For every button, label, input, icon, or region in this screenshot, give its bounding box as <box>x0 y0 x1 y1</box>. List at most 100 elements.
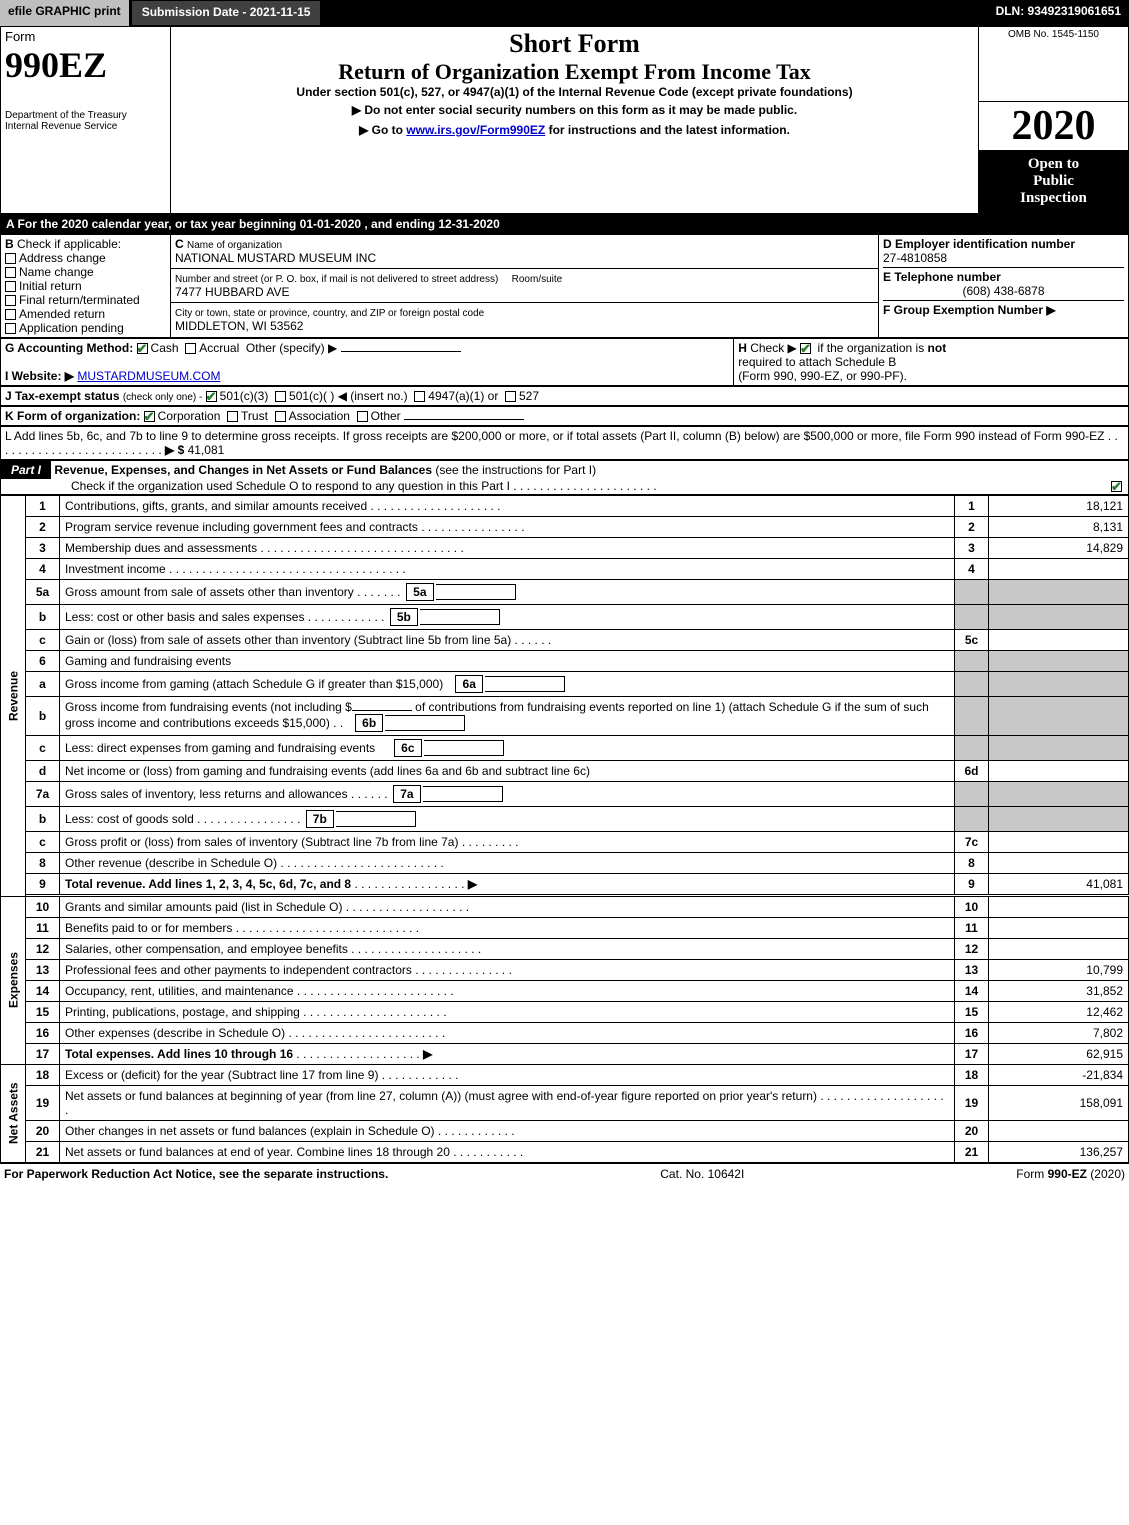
checkbox-app-pending[interactable] <box>5 323 16 334</box>
checkbox-final-return[interactable] <box>5 295 16 306</box>
checkbox-name-change[interactable] <box>5 267 16 278</box>
box-e-label: E Telephone number <box>883 270 1001 284</box>
addr-label: Number and street (or P. O. box, if mail… <box>175 274 498 285</box>
line18-num: 18 <box>26 1064 60 1085</box>
org-name: NATIONAL MUSTARD MUSEUM INC <box>175 251 376 265</box>
other-org-input[interactable] <box>404 419 524 420</box>
line14-text: Occupancy, rent, utilities, and maintena… <box>60 980 955 1001</box>
checkbox-corporation[interactable] <box>144 411 155 422</box>
lbl-501c3: 501(c)(3) <box>220 389 269 403</box>
checkbox-address-change[interactable] <box>5 253 16 264</box>
line10-amt <box>989 896 1129 917</box>
line2-num: 2 <box>26 516 60 537</box>
line17-num: 17 <box>26 1043 60 1064</box>
efile-print-button[interactable]: efile GRAPHIC print <box>0 0 131 26</box>
checkbox-schedule-o-part1[interactable] <box>1111 481 1122 492</box>
line19-amt: 158,091 <box>989 1085 1129 1120</box>
line4-col: 4 <box>955 558 989 579</box>
line6a-input[interactable] <box>485 676 565 692</box>
checkbox-amended-return[interactable] <box>5 309 16 320</box>
l-table: L Add lines 5b, 6c, and 7b to line 9 to … <box>0 426 1129 460</box>
line7a-input[interactable] <box>423 786 503 802</box>
open-line3: Inspection <box>985 190 1122 207</box>
line5b-input[interactable] <box>420 609 500 625</box>
box-k-label: K Form of organization: <box>5 409 140 423</box>
line6c-input[interactable] <box>424 740 504 756</box>
box-j-label: J Tax-exempt status <box>5 389 120 403</box>
line6a-col-shade <box>955 671 989 696</box>
line5a-sub: 5a <box>406 583 434 601</box>
checkbox-501c3[interactable] <box>206 391 217 402</box>
line9-num: 9 <box>26 873 60 894</box>
line7b-input[interactable] <box>336 811 416 827</box>
checkbox-cash[interactable] <box>137 343 148 354</box>
city-label: City or town, state or province, country… <box>175 308 484 319</box>
checkbox-527[interactable] <box>505 391 516 402</box>
line2-amt: 8,131 <box>989 516 1129 537</box>
line19-col: 19 <box>955 1085 989 1120</box>
other-specify-input[interactable] <box>341 351 461 352</box>
line7b-num: b <box>26 806 60 831</box>
short-form-title: Short Form <box>175 29 974 59</box>
checkbox-4947a1[interactable] <box>414 391 425 402</box>
topbar: efile GRAPHIC print Submission Date - 20… <box>0 0 1129 26</box>
gh-table: G Accounting Method: Cash Accrual Other … <box>0 338 1129 386</box>
line6b-contrib-input[interactable] <box>352 710 412 711</box>
line3-col: 3 <box>955 537 989 558</box>
header-table: Form 990EZ Department of the Treasury In… <box>0 26 1129 214</box>
entity-table: B Check if applicable: Address change Na… <box>0 234 1129 338</box>
line7c-text: Gross profit or (loss) from sales of inv… <box>60 831 955 852</box>
lbl-amended-return: Amended return <box>19 307 105 321</box>
checkbox-trust[interactable] <box>227 411 238 422</box>
line5c-col: 5c <box>955 629 989 650</box>
checkbox-association[interactable] <box>275 411 286 422</box>
line4-text: Investment income . . . . . . . . . . . … <box>60 558 955 579</box>
line18-amt: -21,834 <box>989 1064 1129 1085</box>
check-if-applicable: Check if applicable: <box>17 237 121 251</box>
line3-text: Membership dues and assessments . . . . … <box>60 537 955 558</box>
line5a-text: Gross amount from sale of assets other t… <box>60 579 955 604</box>
dln-label: DLN: 93492319061651 <box>988 0 1129 26</box>
irs-link[interactable]: www.irs.gov/Form990EZ <box>406 123 545 137</box>
website-link[interactable]: MUSTARDMUSEUM.COM <box>77 369 220 383</box>
line5b-num: b <box>26 604 60 629</box>
line5c-amt <box>989 629 1129 650</box>
line1-amt: 18,121 <box>989 495 1129 516</box>
line8-amt <box>989 852 1129 873</box>
line13-text: Professional fees and other payments to … <box>60 959 955 980</box>
tax-year: 2020 <box>979 102 1128 150</box>
checkbox-accrual[interactable] <box>185 343 196 354</box>
omb-number: OMB No. 1545-1150 <box>983 29 1124 40</box>
line6-num: 6 <box>26 650 60 671</box>
lbl-4947a1: 4947(a)(1) or <box>428 389 498 403</box>
open-line1: Open to <box>985 156 1122 173</box>
name-of-org-label: Name of organization <box>187 240 282 251</box>
checkbox-other-org[interactable] <box>357 411 368 422</box>
lbl-cash: Cash <box>151 341 179 355</box>
lbl-trust: Trust <box>241 409 268 423</box>
box-h-label: H <box>738 341 747 355</box>
box-h-text4: (Form 990, 990-EZ, or 990-PF). <box>738 369 907 383</box>
line10-text: Grants and similar amounts paid (list in… <box>60 896 955 917</box>
line5a-input[interactable] <box>436 584 516 600</box>
lbl-initial-return: Initial return <box>19 279 82 293</box>
line6c-text: Less: direct expenses from gaming and fu… <box>60 735 955 760</box>
checkbox-initial-return[interactable] <box>5 281 16 292</box>
checkbox-501c[interactable] <box>275 391 286 402</box>
line21-col: 21 <box>955 1141 989 1162</box>
footer-left: For Paperwork Reduction Act Notice, see … <box>4 1167 388 1181</box>
line11-col: 11 <box>955 917 989 938</box>
line6d-col: 6d <box>955 760 989 781</box>
checkbox-schedule-b-not-required[interactable] <box>800 343 811 354</box>
lbl-accrual: Accrual <box>199 341 239 355</box>
line6a-num: a <box>26 671 60 696</box>
submission-date-button[interactable]: Submission Date - 2021-11-15 <box>131 0 322 26</box>
line10-num: 10 <box>26 896 60 917</box>
line11-text: Benefits paid to or for members . . . . … <box>60 917 955 938</box>
part1-lines: Revenue 1 Contributions, gifts, grants, … <box>0 495 1129 1163</box>
line17-col: 17 <box>955 1043 989 1064</box>
line14-amt: 31,852 <box>989 980 1129 1001</box>
line20-amt <box>989 1120 1129 1141</box>
line6b-input[interactable] <box>385 715 465 731</box>
part1-note: (see the instructions for Part I) <box>435 463 596 477</box>
